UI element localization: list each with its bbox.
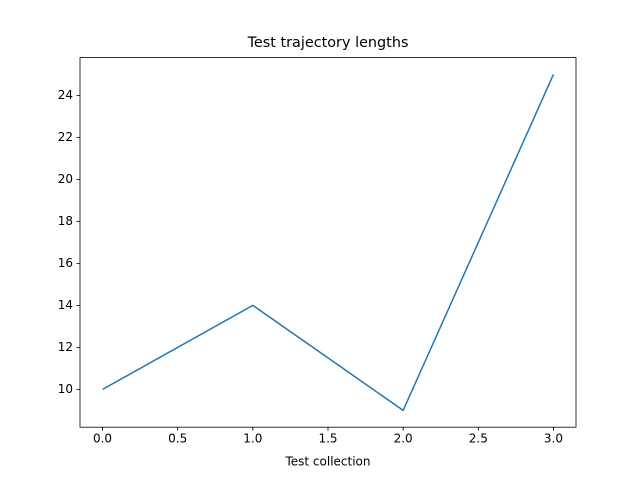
x-tick-label: 1.0 xyxy=(243,432,262,446)
x-tick-label: 0.5 xyxy=(168,432,187,446)
y-tick-label: 10 xyxy=(58,382,73,396)
chart-title: Test trajectory lengths xyxy=(247,35,409,51)
y-tick-label: 18 xyxy=(58,214,73,228)
y-tick-label: 16 xyxy=(58,256,73,270)
plot-frame xyxy=(79,57,577,428)
x-tick-label: 2.0 xyxy=(394,432,413,446)
x-axis-label: Test collection xyxy=(284,455,370,469)
y-tick-label: 14 xyxy=(58,298,73,312)
x-tick-label: 0.0 xyxy=(93,432,112,446)
y-tick-label: 24 xyxy=(58,88,73,102)
y-tick-label: 20 xyxy=(58,172,73,186)
x-tick-label: 1.5 xyxy=(318,432,337,446)
data-line xyxy=(102,74,555,412)
x-tick-label: 2.5 xyxy=(469,432,488,446)
y-tick-label: 22 xyxy=(58,130,73,144)
x-tick-label: 3.0 xyxy=(544,432,563,446)
y-tick-label: 12 xyxy=(58,340,73,354)
